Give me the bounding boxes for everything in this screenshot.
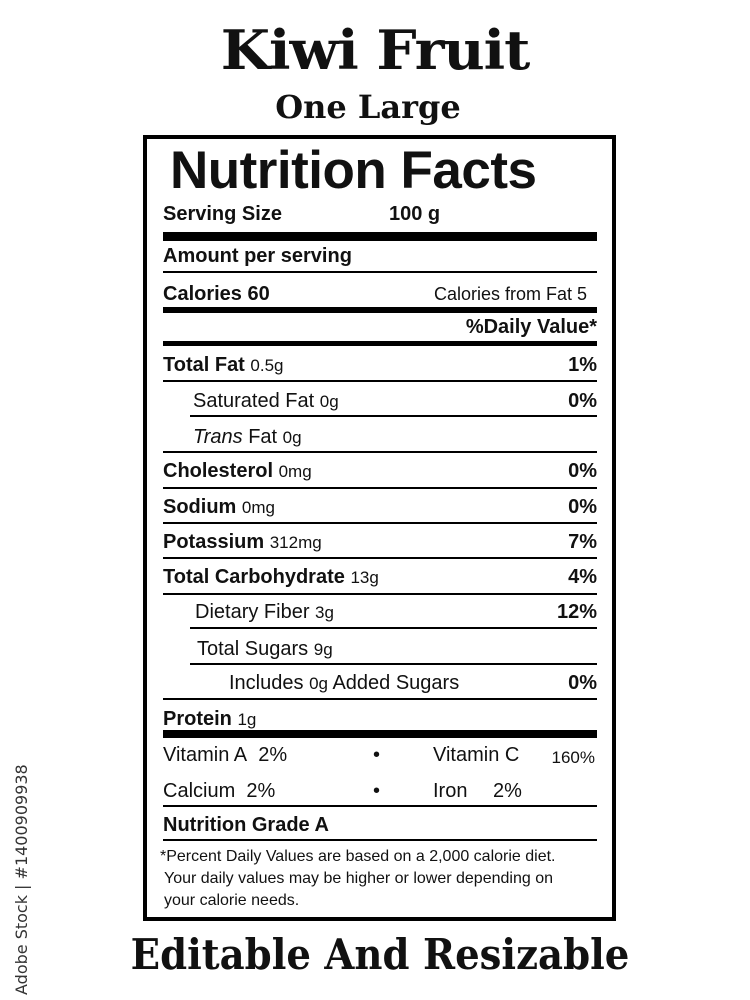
product-subtitle: One Large xyxy=(275,88,461,126)
calories-row: Calories 60 Calories from Fat 5 xyxy=(163,282,597,306)
nutrient-row: Potassium 312mg 7% xyxy=(163,530,597,555)
divider-thick xyxy=(163,232,597,241)
bullet: • xyxy=(373,780,381,802)
label-heading: Nutrition Facts xyxy=(170,141,537,200)
vitamin-row-2: Calcium 2% • Iron 2% xyxy=(163,779,597,803)
nutrient-amount: 0mg xyxy=(278,462,312,481)
nutrient-amount: 0g xyxy=(282,428,302,447)
nutrient-row: Sodium 0mg 0% xyxy=(163,495,597,520)
nutrient-row: Total Fat 0.5g 1% xyxy=(163,353,597,378)
nutrient-row: Total Carbohydrate 13g 4% xyxy=(163,565,597,590)
amount-per-serving: Amount per serving xyxy=(163,244,597,268)
serving-size-value: 100 g xyxy=(389,203,441,225)
nutrient-daily-value: 4% xyxy=(568,566,597,588)
nutrient-row: Dietary Fiber 3g 12% xyxy=(163,600,597,625)
serving-size-label: Serving Size xyxy=(163,203,282,225)
nutrient-row: Saturated Fat 0g 0% xyxy=(163,389,597,414)
divider xyxy=(163,557,597,559)
nutrient-name: Includes xyxy=(229,672,304,694)
divider xyxy=(190,663,597,665)
nutrient-name: Protein xyxy=(163,708,232,730)
nutrient-daily-value: 0% xyxy=(568,390,597,412)
footnote-line: *Percent Daily Values are based on a 2,0… xyxy=(160,848,556,865)
nutrient-amount: 0g xyxy=(309,674,328,693)
nutrient-amount: 9g xyxy=(313,640,333,659)
nutrient-daily-value: 12% xyxy=(556,601,597,623)
bullet: • xyxy=(373,744,381,766)
nutrient-name-italic: Trans xyxy=(193,426,243,448)
vitamin-a-label: Vitamin A xyxy=(163,744,248,766)
divider xyxy=(163,805,597,807)
nutrient-daily-value: 0% xyxy=(568,496,597,518)
nutrient-name: Saturated Fat xyxy=(193,390,315,412)
divider xyxy=(163,698,597,700)
nutrient-row: Cholesterol 0mg 0% xyxy=(163,459,597,484)
divider xyxy=(163,271,597,273)
nutrient-row: Protein 1g xyxy=(163,707,597,732)
nutrient-row: Trans Fat 0g xyxy=(163,425,597,450)
divider-thick xyxy=(163,307,597,313)
nutrient-suffix: Added Sugars xyxy=(332,672,460,694)
nutrient-name: Total Fat xyxy=(163,354,245,376)
nutrient-name: Sodium xyxy=(163,496,237,518)
nutrient-name: Total Carbohydrate xyxy=(163,566,345,588)
divider xyxy=(163,451,597,453)
divider xyxy=(163,487,597,489)
footnote-line: your calorie needs. xyxy=(164,892,300,909)
nutrient-name: Potassium xyxy=(163,531,265,553)
calories-from-fat: Calories from Fat 5 xyxy=(433,284,587,304)
divider-thick xyxy=(163,730,597,738)
calories: Calories 60 xyxy=(163,283,270,305)
footnote-line: Your daily values may be higher or lower… xyxy=(164,870,553,887)
nutrient-amount: 0mg xyxy=(241,498,275,517)
divider xyxy=(163,593,597,595)
nutrient-amount: 0.5g xyxy=(250,356,284,375)
footer-caption: Editable And Resizable xyxy=(130,930,630,979)
calcium-label: Calcium xyxy=(163,780,236,802)
nutrient-amount: 312mg xyxy=(269,533,322,552)
nutrient-daily-value: 1% xyxy=(568,354,597,376)
vitamin-row-1: Vitamin A 2% • Vitamin C 160% xyxy=(163,743,597,767)
nutrient-daily-value: 7% xyxy=(568,531,597,553)
divider xyxy=(163,839,597,841)
nutrient-amount: 3g xyxy=(315,603,334,622)
divider xyxy=(190,415,597,417)
iron-label: Iron xyxy=(433,780,468,802)
serving-size-row: Serving Size 100 g xyxy=(163,202,597,226)
iron-value: 2% xyxy=(493,780,522,802)
nutrient-name: Total Sugars xyxy=(197,638,309,660)
nutrition-label xyxy=(143,135,616,921)
nutrient-daily-value: 0% xyxy=(568,460,597,482)
nutrient-name: Fat xyxy=(248,426,278,448)
vitamin-c-value: 160% xyxy=(551,748,595,767)
daily-value-header-text: %Daily Value* xyxy=(465,316,597,338)
nutrient-row: Total Sugars 9g xyxy=(163,637,597,662)
footnote: *Percent Daily Values are based on a 2,0… xyxy=(160,846,605,912)
divider-thick xyxy=(163,341,597,346)
product-title: Kiwi Fruit xyxy=(220,18,531,82)
amount-per-serving-text: Amount per serving xyxy=(163,245,352,267)
nutrition-grade-text: Nutrition Grade A xyxy=(163,814,329,836)
nutrient-amount: 13g xyxy=(350,568,379,587)
watermark: Adobe Stock | #1400909938 xyxy=(12,764,31,995)
nutrient-name: Dietary Fiber xyxy=(195,601,310,623)
divider xyxy=(163,380,597,382)
vitamin-c-label: Vitamin C xyxy=(433,744,520,766)
calcium-value: 2% xyxy=(246,780,276,802)
divider xyxy=(190,627,597,629)
nutrient-amount: 0g xyxy=(319,392,339,411)
vitamin-a-value: 2% xyxy=(258,744,288,766)
nutrient-name: Cholesterol xyxy=(163,460,274,482)
nutrient-daily-value: 0% xyxy=(568,672,597,694)
nutrient-amount: 1g xyxy=(237,710,257,729)
nutrition-grade: Nutrition Grade A xyxy=(163,813,597,837)
nutrient-row: Includes 0g Added Sugars 0% xyxy=(163,671,597,696)
divider xyxy=(163,522,597,524)
